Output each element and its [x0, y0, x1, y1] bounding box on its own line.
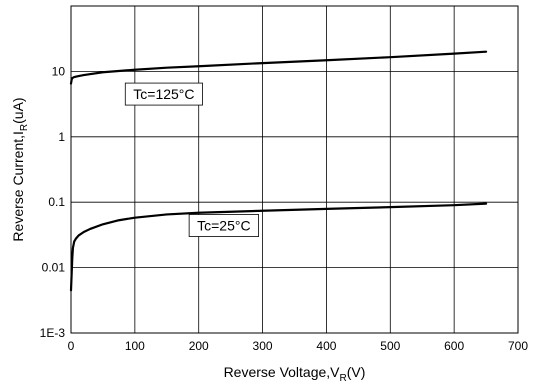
x-tick-label: 300 [253, 339, 273, 353]
y-axis-title-tail: (uA) [10, 97, 26, 123]
annotation-box [188, 214, 260, 237]
annotation-label-2: Tc=25°C [188, 214, 260, 237]
annotation-text: Tc=25°C [197, 218, 250, 234]
x-axis-title: Reverse Voltage,VR(V) [224, 364, 366, 384]
x-tick-label: 500 [380, 339, 400, 353]
y-axis-title: Reverse Current,IR(uA) [10, 97, 30, 241]
x-tick-label: 100 [125, 339, 145, 353]
annotation-box [124, 82, 203, 106]
x-tick-labels: 0 100 200 300 400 500 600 700 [68, 339, 529, 353]
grid-lines [71, 6, 518, 333]
x-axis-title-tail: (V) [347, 364, 366, 380]
y-tick-label: 1E-3 [40, 326, 66, 340]
annotation-label-1: Tc=125°C [124, 82, 203, 106]
x-tick-label: 400 [316, 339, 336, 353]
x-tick-label: 0 [68, 339, 75, 353]
x-tick-label: 600 [444, 339, 464, 353]
y-axis-title-main: Reverse Current,I [10, 131, 26, 241]
y-tick-label: 0.01 [42, 261, 66, 275]
series-group [69, 50, 488, 292]
annotations: Tc=125°C Tc=25°C [124, 82, 260, 237]
y-tick-label: 1 [58, 130, 65, 144]
x-tick-label: 200 [189, 339, 209, 353]
y-tick-label: 0.1 [48, 195, 65, 209]
y-tick-labels: 1E-3 0.01 0.1 1 10 [40, 64, 66, 340]
x-axis-title-sub: R [340, 373, 347, 384]
y-axis-title-sub: R [19, 124, 30, 131]
x-axis-title-main: Reverse Voltage,V [224, 364, 341, 380]
x-tick-label: 700 [508, 339, 528, 353]
plot-area [70, 5, 519, 334]
series-line-2 [69, 202, 488, 292]
series-line-1 [69, 50, 488, 85]
annotation-text: Tc=125°C [133, 86, 194, 102]
y-tick-label: 10 [52, 64, 66, 78]
